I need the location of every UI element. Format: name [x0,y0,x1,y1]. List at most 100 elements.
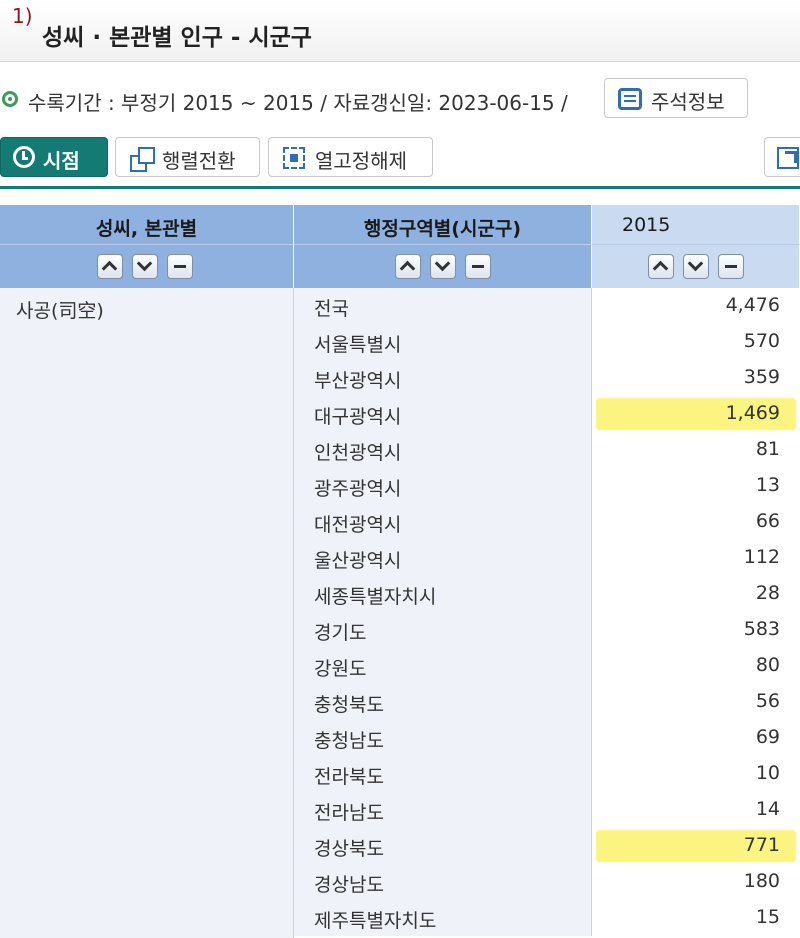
notes-button[interactable]: 주석정보 [604,78,748,118]
value-cell: 28 [592,576,800,612]
region-label: 충청남도 [314,730,384,752]
value-label: 180 [743,870,780,892]
toolbar: 시점 행렬전환 열고정해제 [0,134,800,184]
table-row: 경상남도 180 [294,864,800,900]
surname-column: 사공(司空) [0,288,294,938]
table-row: 경상북도 771 [294,828,800,864]
region-label: 전국 [314,298,349,320]
region-label: 울산광역시 [314,550,402,572]
value-cell: 81 [592,432,800,468]
sort-ascending-icon[interactable] [97,254,123,279]
notes-button-label: 주석정보 [651,90,725,114]
region-cell: 대전광역시 [294,504,592,540]
value-cell: 80 [592,648,800,684]
region-label: 충청북도 [314,694,384,716]
table-row: 광주광역시 13 [294,468,800,504]
unfreeze-columns-button[interactable]: 열고정해제 [268,137,433,177]
value-label: 359 [743,366,780,388]
column-header-year[interactable]: 2015 [592,205,800,244]
sort-ascending-icon[interactable] [395,254,421,279]
sort-ascending-icon[interactable] [648,254,674,279]
region-label: 강원도 [314,658,367,680]
column-header-surname[interactable]: 성씨, 본관별 [0,205,294,244]
table-row: 충청남도 69 [294,720,800,756]
value-cell: 66 [592,504,800,540]
sort-descending-icon[interactable] [683,254,709,279]
table-row: 서울특별시 570 [294,324,800,360]
value-label: 13 [755,474,780,496]
pivot-icon [130,147,155,172]
region-cell: 경상남도 [294,864,592,900]
table-row: 세종특별자치시 28 [294,576,800,612]
value-cell: 69 [592,720,800,756]
region-label: 제주특별자치도 [314,910,437,932]
comment-icon [618,88,642,110]
region-cell: 전라남도 [294,792,592,828]
value-label: 1,469 [725,402,780,424]
period-info: 수록기간 : 부정기 2015 ~ 2015 / 자료갱신일: 2023-06-… [28,91,568,115]
sort-controls-year [592,244,800,288]
unfreeze-columns-label: 열고정해제 [315,149,407,173]
table-row: 울산광역시 112 [294,540,800,576]
collapse-icon[interactable] [167,254,193,279]
value-cell: 1,469 [592,396,800,432]
external-link-icon [777,147,799,169]
region-cell: 대구광역시 [294,396,592,432]
table-row: 전국 4,476 [294,288,800,324]
region-label: 인천광역시 [314,442,402,464]
table-row: 강원도 80 [294,648,800,684]
value-label: 66 [755,510,780,532]
value-label: 80 [755,654,780,676]
sort-controls-region [294,244,592,288]
table-row: 제주특별자치도 15 [294,900,800,936]
value-cell: 56 [592,684,800,720]
highlight-mark [596,398,796,430]
region-cell: 전국 [294,288,592,324]
value-label: 28 [755,582,780,604]
sort-descending-icon[interactable] [430,254,456,279]
value-cell: 771 [592,828,800,864]
table-row: 전라남도 14 [294,792,800,828]
collapse-icon[interactable] [465,254,491,279]
value-label: 583 [743,618,780,640]
table-row: 충청북도 56 [294,684,800,720]
sort-controls-surname [0,244,294,288]
title-number: 1) [12,4,33,28]
value-label: 10 [755,762,780,784]
surname-cell: 사공(司空) [16,300,104,322]
meta-row: 수록기간 : 부정기 2015 ~ 2015 / 자료갱신일: 2023-06-… [0,70,800,124]
table-row: 경기도 583 [294,612,800,648]
value-label: 771 [743,834,780,856]
export-button[interactable] [764,137,800,177]
value-label: 56 [755,690,780,712]
region-label: 광주광역시 [314,478,402,500]
region-label: 부산광역시 [314,370,402,392]
region-cell: 광주광역시 [294,468,592,504]
value-label: 15 [755,906,780,928]
value-cell: 15 [592,900,800,936]
value-label: 69 [755,726,780,748]
highlight-mark [596,830,796,862]
clock-icon [13,146,35,168]
region-cell: 서울특별시 [294,324,592,360]
column-header-region[interactable]: 행정구역별(시군구) [294,205,592,244]
freeze-icon [283,147,305,169]
region-label: 경상남도 [314,874,384,896]
region-cell: 부산광역시 [294,360,592,396]
value-label: 570 [743,330,780,352]
page-title-bar: 1) 성씨 · 본관별 인구 - 시군구 [0,0,800,62]
collapse-icon[interactable] [718,254,744,279]
pivot-button[interactable]: 행렬전환 [115,137,260,177]
time-point-label: 시점 [43,149,80,173]
table-row: 대전광역시 66 [294,504,800,540]
time-point-button[interactable]: 시점 [0,137,108,177]
value-cell: 13 [592,468,800,504]
table-row: 대구광역시 1,469 [294,396,800,432]
value-cell: 583 [592,612,800,648]
table-row: 전라북도 10 [294,756,800,792]
region-label: 전라남도 [314,802,384,824]
region-label: 경상북도 [314,838,384,860]
region-cell: 충청북도 [294,684,592,720]
sort-descending-icon[interactable] [132,254,158,279]
region-label: 대구광역시 [314,406,402,428]
